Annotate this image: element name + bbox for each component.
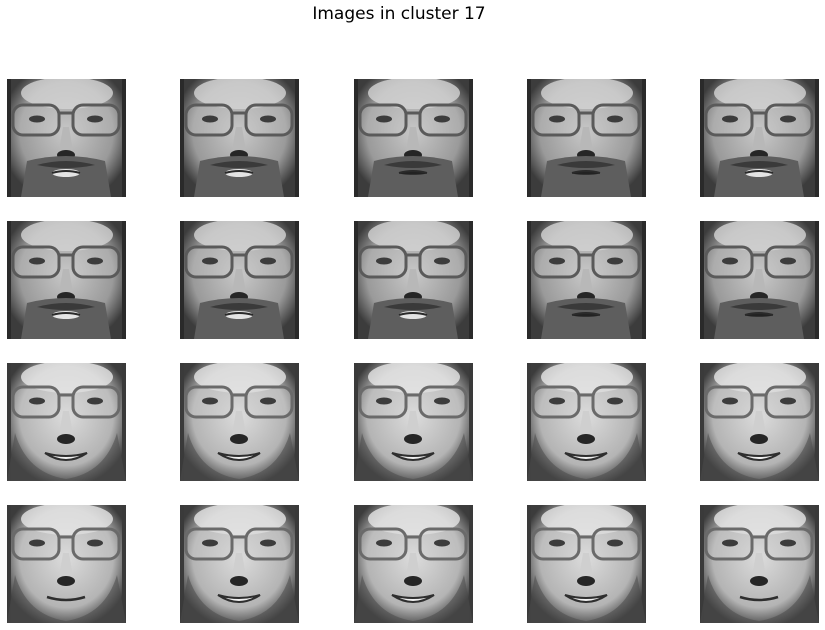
face-thumbnail	[354, 79, 473, 197]
face-thumbnail	[700, 221, 819, 339]
face-thumbnail	[180, 221, 299, 339]
face-thumbnail	[7, 505, 126, 623]
face-thumbnail	[527, 221, 646, 339]
face-thumbnail	[527, 505, 646, 623]
face-thumbnail	[700, 505, 819, 623]
face-thumbnail	[354, 363, 473, 481]
face-thumbnail	[180, 79, 299, 197]
face-thumbnail	[527, 79, 646, 197]
face-thumbnail	[354, 221, 473, 339]
face-thumbnail	[7, 79, 126, 197]
face-thumbnail	[354, 505, 473, 623]
figure-title: Images in cluster 17	[312, 4, 486, 24]
face-thumbnail	[7, 363, 126, 481]
face-thumbnail	[527, 363, 646, 481]
face-thumbnail	[180, 505, 299, 623]
face-thumbnail	[180, 363, 299, 481]
face-thumbnail	[700, 363, 819, 481]
face-thumbnail	[700, 79, 819, 197]
face-thumbnail	[7, 221, 126, 339]
